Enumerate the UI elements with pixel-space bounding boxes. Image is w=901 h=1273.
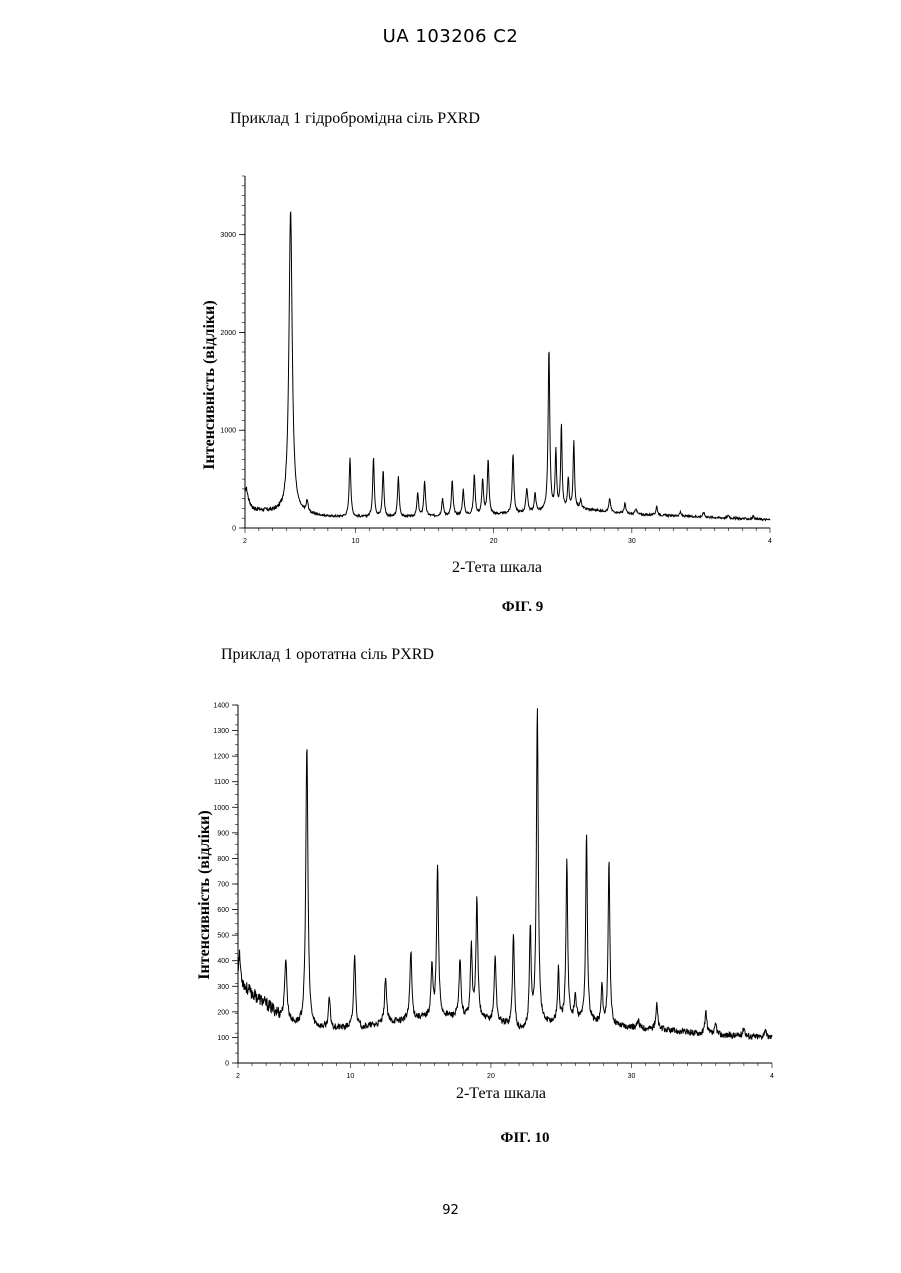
x-tick-label: 2 (236, 1073, 240, 1080)
x-tick-label: 10 (352, 538, 360, 545)
x-tick-label: 20 (487, 1073, 495, 1080)
y-tick-label: 900 (217, 830, 229, 837)
y-tick-label: 700 (217, 882, 229, 889)
y-tick-label: 1200 (213, 754, 229, 761)
y-tick-label: 800 (217, 856, 229, 863)
y-tick-label: 100 (217, 1035, 229, 1042)
chart-2-title: Приклад 1 оротатна сіль PXRD (221, 646, 434, 664)
y-tick-label: 0 (225, 1061, 229, 1068)
figure-9-label: ФІГ. 9 (0, 599, 901, 616)
y-tick-label: 1100 (214, 779, 229, 786)
y-tick-label: 1000 (213, 805, 229, 812)
page-number: 92 (0, 1203, 901, 1218)
chart-2-y-axis-label: Інтенсивність (відліки) (196, 810, 213, 979)
pxrd-trace (238, 708, 772, 1039)
y-tick-label: 200 (217, 1009, 229, 1016)
x-tick-label: 4 (770, 1073, 774, 1080)
pxrd-trace (245, 212, 770, 521)
x-tick-label: 2 (243, 538, 247, 545)
chart-1-y-axis-label: Інтенсивність (відліки) (201, 300, 218, 469)
patent-header: UA 103206 C2 (0, 26, 901, 47)
x-tick-label: 10 (347, 1073, 355, 1080)
pxrd-chart-orotate: 0 100 200 300 400 500 600 700 800 900 1000 1100 1200… (0, 695, 901, 1115)
y-tick-label: 3000 (220, 232, 236, 239)
y-tick-label: 0 (232, 526, 236, 533)
x-tick-label: 30 (628, 1073, 636, 1080)
y-tick-label: 400 (217, 958, 229, 965)
chart-1-x-axis-label: 2-Тета шкала (452, 559, 542, 576)
chart-1-title: Приклад 1 гідробромідна сіль PXRD (230, 110, 480, 128)
y-tick-label: 2000 (220, 330, 236, 337)
y-tick-label: 1400 (213, 703, 229, 710)
y-tick-label: 1300 (213, 728, 229, 735)
y-tick-label: 600 (217, 907, 229, 914)
y-tick-label: 300 (217, 984, 229, 991)
pxrd-chart-hydrobromide: 0 1000 2000 3000 2 10 20 30 4 2-Тета шкала Інтен… (0, 160, 901, 590)
x-tick-label: 20 (490, 538, 498, 545)
chart-2-x-axis-label: 2-Тета шкала (456, 1085, 546, 1102)
x-tick-label: 4 (768, 538, 772, 545)
y-tick-label: 500 (217, 933, 229, 940)
figure-10-label: ФІГ. 10 (0, 1130, 901, 1147)
x-tick-label: 30 (628, 538, 636, 545)
y-tick-label: 1000 (220, 428, 236, 435)
